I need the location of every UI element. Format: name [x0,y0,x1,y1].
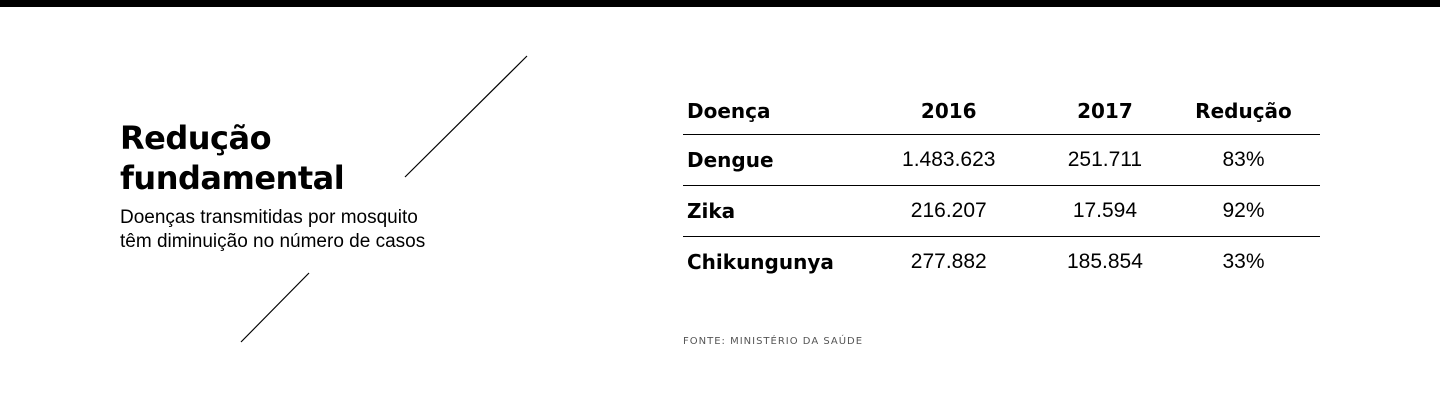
cell-2016-dengue: 1.483.623 [902,148,996,171]
header-doenca: Doença [683,88,855,135]
table-row-dengue: Dengue 1.483.623 251.711 83% [683,135,1320,186]
table-header-row: Doença 2016 2017 Redução [683,88,1320,135]
page-subtitle: Doenças transmitidas por mosquito têm dim… [120,206,425,254]
cell-name-dengue: Dengue [687,148,774,172]
cell-reduction-zika: 92% [1222,199,1265,222]
cell-2016-zika: 216.207 [910,199,987,222]
cell-name-chikungunya: Chikungunya [687,250,834,274]
cell-reduction-chikungunya: 33% [1222,250,1265,273]
table-row-zika: Zika 216.207 17.594 92% [683,186,1320,237]
header-2016: 2016 [854,88,1043,135]
page-subtitle-text: Doenças transmitidas por mosquito têm dim… [120,207,426,252]
cell-2017-dengue: 251.711 [1067,148,1143,171]
top-bar [0,0,1440,7]
cell-2017-chikungunya: 185.854 [1066,250,1143,273]
cases-table: Doença 2016 2017 Redução Dengue 1.483.62… [683,88,1320,287]
header-2017: 2017 [1042,88,1167,135]
source-note-text: FONTE: MINISTÉRIO DA SAÚDE [683,336,864,347]
cell-name-zika: Zika [687,199,736,223]
page-title-text: Redução fundamental [120,119,345,197]
table-row-chikungunya: Chikungunya 277.882 185.854 33% [683,237,1320,288]
decorative-line-lower [240,272,310,343]
source-note: FONTE: MINISTÉRIO DA SAÚDE [683,336,863,347]
cell-reduction-dengue: 83% [1222,148,1265,171]
decorative-line-upper [404,55,528,178]
header-reducao: Redução [1166,88,1320,135]
cell-2016-chikungunya: 277.882 [910,250,987,273]
cell-2017-zika: 17.594 [1072,199,1138,222]
page-title: Redução fundamental [120,118,345,198]
